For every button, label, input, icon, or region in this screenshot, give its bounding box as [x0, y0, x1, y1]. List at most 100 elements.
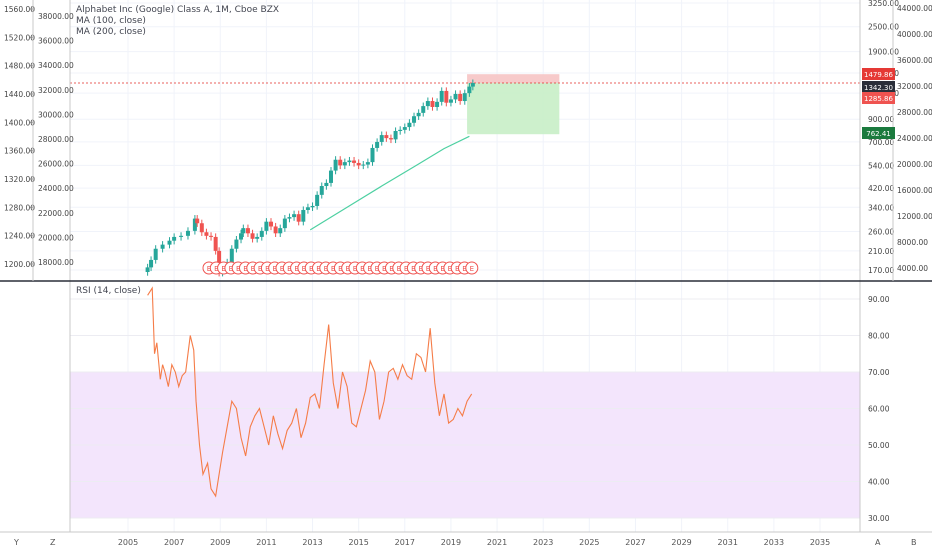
candle-body: [467, 86, 472, 94]
candle-body: [315, 194, 320, 206]
dividend-marker-label: E: [448, 265, 452, 273]
right-tick-2: 20000.00: [897, 160, 932, 169]
candle-body: [462, 93, 467, 102]
right-log-tick: 340.00: [868, 203, 894, 212]
right-tick-2: 24000.00: [897, 134, 932, 143]
left-tick-1: 1320.00: [4, 175, 35, 184]
corner-label-b[interactable]: B: [911, 538, 917, 547]
rsi-pane: 30.00 40.00 50.00 60.00 70.00 80.00 90.00: [70, 286, 890, 523]
x-tick-label: 2007: [164, 538, 184, 547]
candle-body: [365, 162, 370, 165]
candle-body: [239, 233, 244, 240]
dividend-marker-label: E: [382, 265, 386, 273]
dividend-marker-label: E: [229, 265, 233, 273]
x-tick-label: 2019: [441, 538, 461, 547]
dividend-marker-label: E: [287, 265, 291, 273]
dividend-marker-label: E: [345, 265, 349, 273]
corner-label-y[interactable]: Y: [14, 538, 19, 547]
corner-label-z[interactable]: Z: [50, 538, 56, 547]
right-log-tick: 210.00: [868, 247, 894, 256]
x-tick-label: 2029: [671, 538, 691, 547]
right-log-tick: 1900.00: [868, 48, 899, 57]
candle-body: [245, 228, 250, 234]
left-tick-1: 1440.00: [4, 90, 35, 99]
rsi-tick-label: 90.00: [868, 295, 890, 304]
dividend-marker-label: E: [214, 265, 218, 273]
dividend-marker-label: E: [207, 265, 211, 273]
corner-label-a[interactable]: A: [875, 538, 881, 547]
candle-body: [282, 218, 287, 229]
right-log-tick: 540.00: [868, 161, 894, 170]
candle-body: [192, 218, 197, 231]
price-label: 1285.86: [864, 95, 893, 103]
candle-body: [199, 223, 204, 233]
dividend-marker-label: E: [258, 265, 262, 273]
right-log-tick: 3250.00: [868, 0, 899, 8]
x-tick-label: 2013: [302, 538, 322, 547]
left-tick-1: 1560.00: [4, 5, 35, 14]
dividend-marker-label: E: [251, 265, 255, 273]
dividend-marker-label: E: [367, 265, 371, 273]
candle-body: [430, 101, 435, 107]
candle-body: [229, 248, 234, 263]
left-tick-1: 1360.00: [4, 147, 35, 156]
candle-body: [264, 221, 269, 231]
candle-body: [453, 93, 458, 100]
right-tick-2: 36000.00: [897, 56, 932, 65]
rsi-tick-label: 40.00: [868, 478, 890, 487]
candle-body: [250, 233, 255, 239]
x-tick-label: 2009: [210, 538, 230, 547]
dividend-marker-label: E: [272, 265, 276, 273]
candle-body: [393, 130, 398, 140]
candle-body: [470, 83, 475, 87]
candle-body: [328, 170, 333, 183]
stop-zone: [467, 83, 560, 135]
candle-body: [398, 129, 403, 131]
left-tick-2: 32000.00: [38, 86, 74, 95]
candle-body: [439, 90, 444, 102]
candle-body: [213, 236, 218, 251]
candle-body: [179, 235, 184, 237]
left-tick-2: 28000.00: [38, 135, 74, 144]
x-tick-label: 2015: [348, 538, 368, 547]
candle-body: [379, 135, 384, 142]
x-tick-label: 2025: [579, 538, 599, 547]
candlestick-series: [145, 79, 475, 277]
price-label-bg: [862, 92, 895, 104]
x-tick-label: 2033: [764, 538, 784, 547]
rsi-legend: RSI (14, close): [76, 286, 141, 297]
ma100-label: MA (100, close): [76, 16, 146, 26]
candle-body: [301, 209, 306, 222]
right-log-tick: 900.00: [868, 115, 894, 124]
rsi-label: RSI (14, close): [76, 286, 141, 296]
dividend-marker-label: E: [236, 265, 240, 273]
dividend-marker-label: E: [324, 265, 328, 273]
right-tick-2: 40000.00: [897, 30, 932, 39]
right-log-tick: 420.00: [868, 184, 894, 193]
right-tick-2: 32000.00: [897, 82, 932, 91]
candle-body: [361, 164, 366, 166]
dividend-marker-label: E: [316, 265, 320, 273]
price-label: 762.41: [866, 130, 891, 138]
candle-body: [458, 93, 463, 102]
x-tick-label: 2035: [810, 538, 830, 547]
candle-body: [384, 135, 389, 139]
dividend-marker-label: E: [309, 265, 313, 273]
right-log-tick: 700.00: [868, 138, 894, 147]
right-tick-2: 16000.00: [897, 186, 932, 195]
dividend-marker-label: E: [360, 265, 364, 273]
right-tick-2: 8000.00: [897, 238, 928, 247]
price-label-bg: [862, 81, 895, 93]
left-tick-2: 36000.00: [38, 37, 74, 46]
candle-body: [296, 214, 301, 222]
candle-body: [149, 259, 154, 268]
position-tool[interactable]: [70, 74, 860, 135]
candle-body: [435, 101, 440, 107]
dividend-marker-label: E: [455, 265, 459, 273]
left-tick-2: 34000.00: [38, 61, 74, 70]
candle-body: [217, 250, 222, 273]
dividend-marker-label: E: [265, 265, 269, 273]
candle-body: [444, 90, 449, 103]
candle-body: [338, 159, 343, 166]
